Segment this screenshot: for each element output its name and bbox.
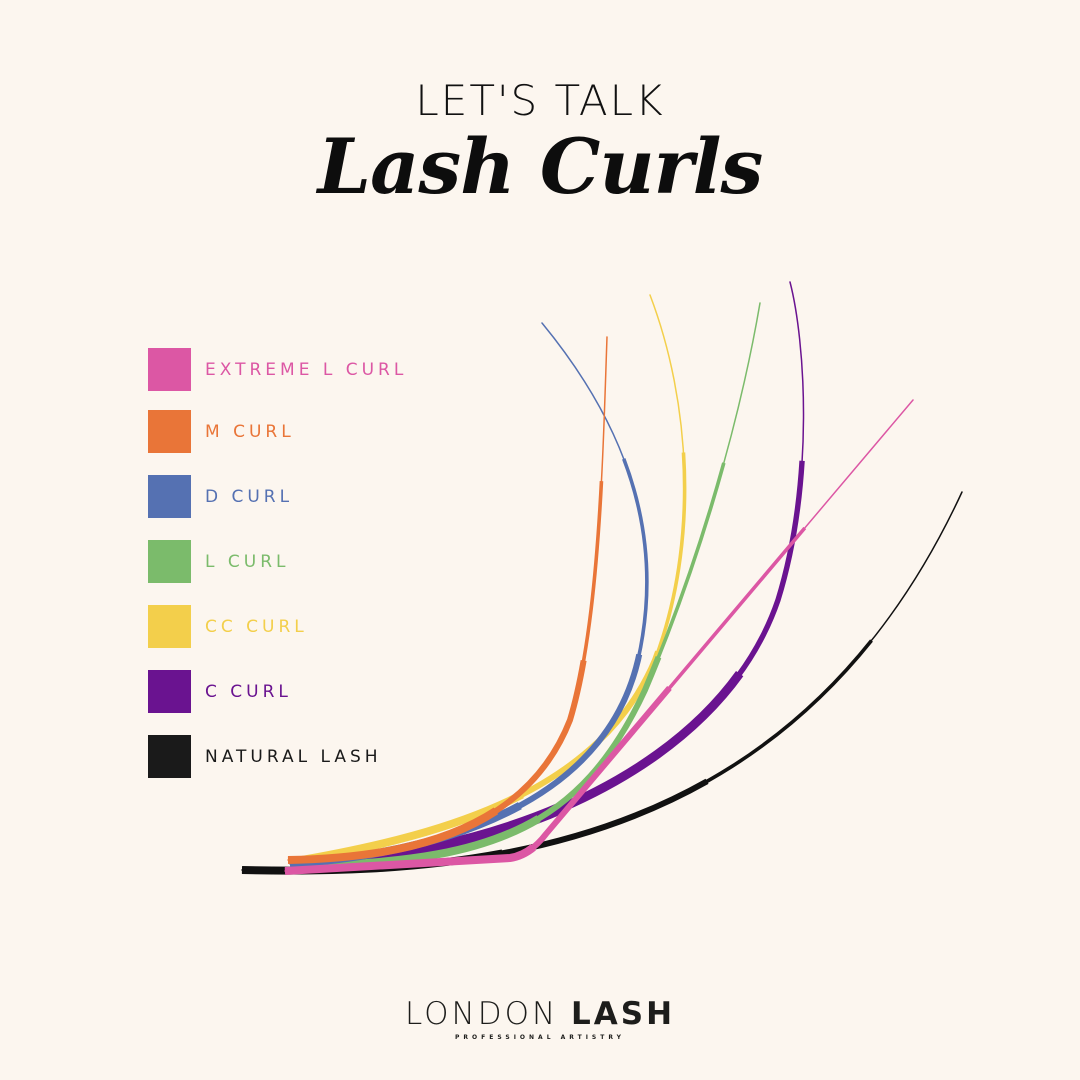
lash-stroke-segment: [299, 302, 764, 870]
logo-word-london: LONDON: [404, 996, 559, 1032]
london-lash-logo: LONDON LASH PROFESSIONAL ARTISTRY: [0, 996, 1080, 1041]
extreme-l-curl-curve: [284, 397, 917, 875]
legend-item-l-curl: L CURL: [148, 540, 289, 583]
legend-label: D CURL: [205, 486, 294, 507]
lash-stroke-segment: [287, 336, 611, 864]
legend-label: M CURL: [205, 421, 295, 442]
lash-stroke-segment: [241, 490, 965, 874]
lash-stroke-segment: [284, 399, 914, 872]
legend-swatch: [148, 605, 191, 648]
legend-label: L CURL: [205, 551, 290, 572]
lash-stroke-segment: [241, 490, 966, 875]
legend-label: NATURAL LASH: [205, 746, 382, 767]
legend-item-c-curl: C CURL: [148, 670, 292, 713]
legend-item-d-curl: D CURL: [148, 475, 293, 518]
legend-item-cc-curl: CC CURL: [148, 605, 308, 648]
legend-swatch: [148, 475, 191, 518]
natural-lash-curve: [241, 490, 966, 875]
kicker-heading: LET'S TALK: [415, 76, 665, 125]
legend-item-m-curl: M CURL: [148, 410, 295, 453]
legend-item-extreme-l-curl: EXTREME L CURL: [148, 348, 407, 391]
lash-stroke-segment: [284, 398, 915, 873]
legend-swatch: [148, 735, 191, 778]
m-curl-curve: [287, 336, 611, 864]
page-title: Lash Curls: [317, 122, 764, 211]
legend-item-natural-lash: NATURAL LASH: [148, 735, 382, 778]
legend-swatch: [148, 410, 191, 453]
lash-stroke-segment: [241, 491, 964, 873]
l-curl-curve: [299, 302, 764, 870]
legend-label: CC CURL: [205, 616, 308, 637]
legend-swatch: [148, 670, 191, 713]
legend-label: EXTREME L CURL: [205, 359, 408, 380]
lash-stroke-segment: [289, 293, 689, 866]
lash-stroke-segment: [284, 397, 917, 875]
legend-swatch: [148, 348, 191, 391]
logo-tagline: PROFESSIONAL ARTISTRY: [455, 1034, 625, 1041]
lash-stroke-segment: [284, 398, 916, 874]
legend-label: C CURL: [205, 681, 292, 702]
logo-word-lash: LASH: [571, 996, 676, 1032]
legend-swatch: [148, 540, 191, 583]
lash-stroke-segment: [241, 491, 963, 872]
lash-stroke-segment: [299, 280, 810, 870]
c-curl-curve: [299, 280, 810, 870]
